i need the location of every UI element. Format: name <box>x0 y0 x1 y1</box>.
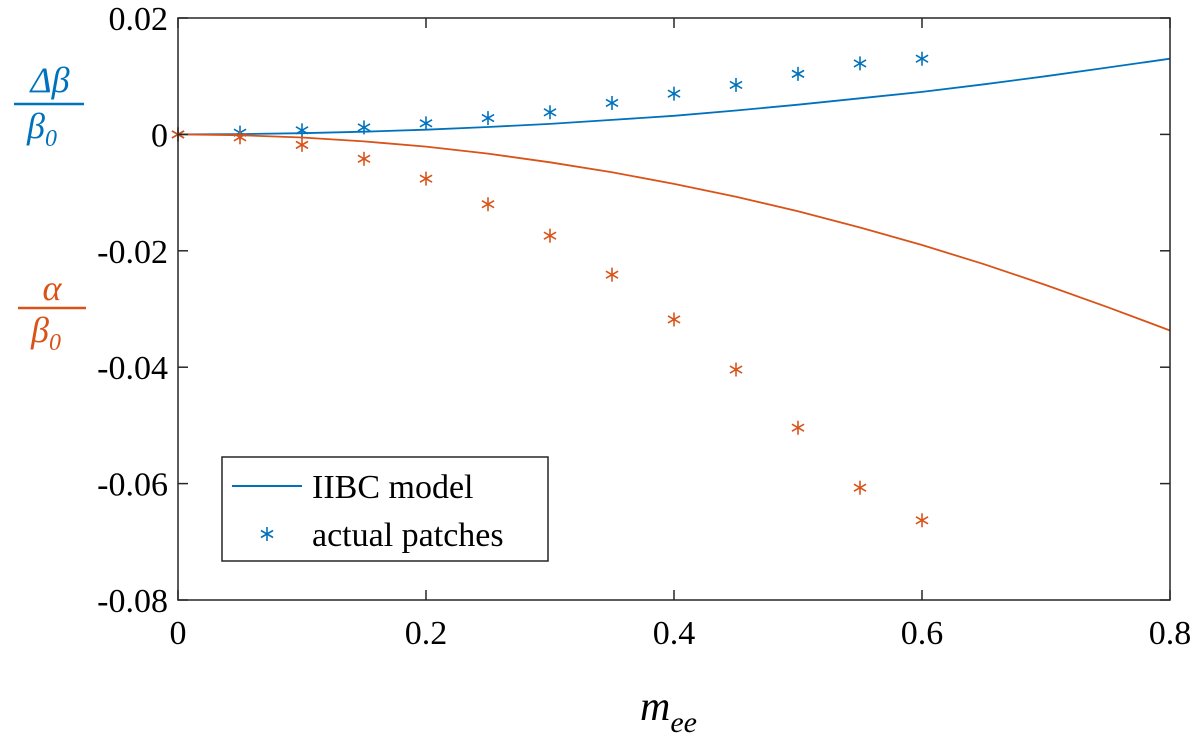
x-tick-label: 0.8 <box>1149 615 1192 652</box>
y-label-top-den-sub: 0 <box>45 126 57 152</box>
y-tick-label: -0.06 <box>97 467 168 504</box>
data-point-series-1 <box>357 120 371 135</box>
data-point-series-3 <box>791 420 805 435</box>
data-point-series-3 <box>233 130 247 145</box>
data-point-series-3 <box>853 480 867 495</box>
y-tick-label: -0.08 <box>97 583 168 620</box>
y-axis-label-alpha: α β0 <box>18 268 86 356</box>
series-line-2 <box>177 133 1171 332</box>
data-point-series-1 <box>667 86 681 101</box>
y-tick-label: 0 <box>151 117 168 154</box>
y-axis-label-delta-beta: Δβ β0 <box>14 60 84 152</box>
x-tick-label: 0 <box>170 615 187 652</box>
legend: IIBC model actual patches <box>221 456 549 562</box>
legend-asterisk-sample <box>260 527 274 541</box>
y-tick-label: -0.04 <box>97 350 168 387</box>
legend-asterisk <box>260 527 274 541</box>
y-tick-label: 0.02 <box>109 1 169 38</box>
data-point-series-3 <box>729 362 743 377</box>
y-label-top-denominator: β0 <box>26 106 57 152</box>
data-point-series-1 <box>791 66 805 81</box>
y-label-bottom-numerator: α <box>43 268 63 308</box>
legend-label-patches: actual patches <box>312 517 504 554</box>
y-tick-label: -0.02 <box>97 234 168 271</box>
x-tick-label: 0.2 <box>405 615 448 652</box>
data-point-series-1 <box>915 51 929 66</box>
x-axis-label: mee <box>640 684 697 737</box>
data-point-series-1 <box>729 77 743 92</box>
x-tick-label: 0.6 <box>901 615 944 652</box>
data-point-series-1 <box>295 123 309 138</box>
data-point-series-3 <box>667 312 681 327</box>
y-label-bottom-den-sub: 0 <box>49 330 61 356</box>
y-label-top-numerator: Δβ <box>28 60 69 100</box>
plot-area <box>171 51 1171 528</box>
x-tick-label: 0.4 <box>653 615 696 652</box>
y-label-bottom-denominator: β0 <box>30 310 61 356</box>
legend-box <box>221 456 549 562</box>
data-point-series-3 <box>357 151 371 166</box>
data-point-series-3 <box>295 137 309 152</box>
series-line-0 <box>177 57 1171 136</box>
data-point-series-1 <box>543 105 557 120</box>
y-label-top-den-main: β <box>26 106 45 146</box>
data-point-series-1 <box>605 95 619 110</box>
data-point-series-1 <box>419 116 433 131</box>
y-label-bottom-den-main: β <box>30 310 49 350</box>
x-axis-label-main: m <box>640 684 670 730</box>
data-point-series-3 <box>915 513 929 528</box>
data-point-series-3 <box>543 228 557 243</box>
legend-label-model: IIBC model <box>312 469 473 506</box>
x-axis-label-sub: ee <box>670 706 697 737</box>
data-point-series-1 <box>853 56 867 71</box>
data-point-series-3 <box>419 171 433 186</box>
ticks: 0 0.2 0.4 0.6 0.8 -0.08 -0.06 -0.04 -0.02 0 0.02 <box>97 1 1191 652</box>
data-point-series-1 <box>481 111 495 126</box>
data-point-series-3 <box>605 267 619 282</box>
data-point-series-3 <box>481 197 495 212</box>
